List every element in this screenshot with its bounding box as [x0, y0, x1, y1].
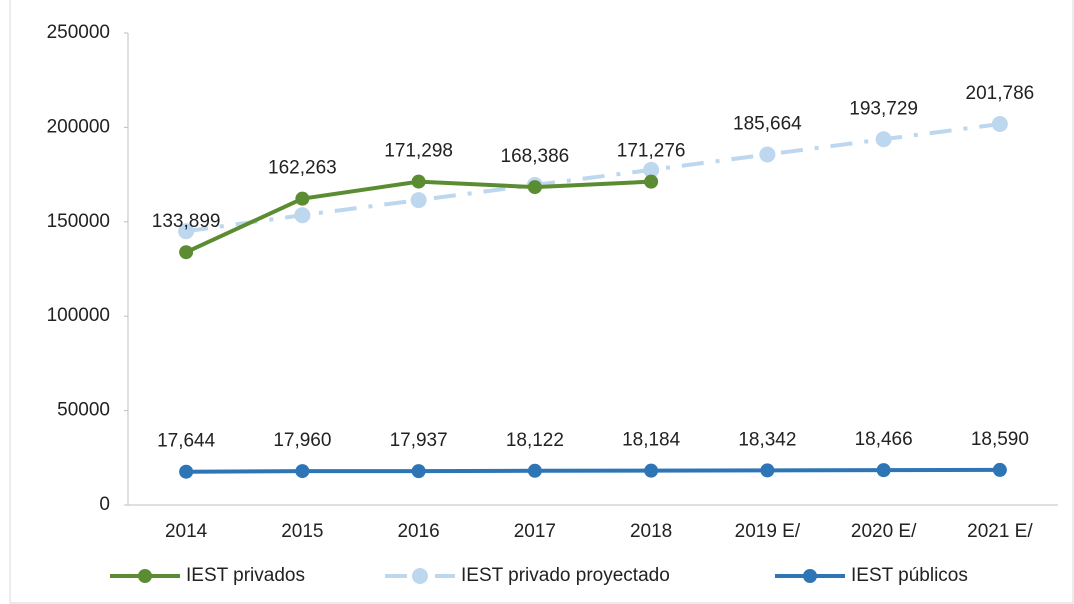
data-label: 18,466	[855, 429, 913, 450]
x-tick-label: 2015	[281, 521, 323, 542]
point	[411, 174, 426, 189]
point	[875, 131, 892, 148]
x-tick-label: 2018	[630, 521, 672, 542]
point	[760, 463, 775, 478]
point	[876, 463, 891, 478]
data-label: 168,386	[501, 146, 570, 167]
data-label: 193,729	[849, 98, 918, 119]
point	[411, 464, 426, 479]
data-label: 185,664	[733, 113, 802, 134]
point	[295, 464, 310, 479]
data-label: 18,342	[738, 429, 796, 450]
legend-label: IEST privados	[186, 565, 305, 586]
point	[527, 463, 542, 478]
data-label: 17,937	[390, 430, 448, 451]
point	[644, 174, 659, 189]
x-tick-label: 2014	[165, 521, 208, 542]
legend-marker	[412, 568, 428, 584]
data-label: 17,644	[157, 431, 216, 452]
x-tick-label: 2016	[397, 521, 439, 542]
point	[294, 207, 311, 224]
data-label: 171,276	[617, 141, 686, 162]
data-label: 171,298	[384, 141, 453, 162]
data-label: 162,263	[268, 158, 337, 179]
x-tick-label: 2020 E/	[851, 521, 917, 542]
point	[991, 116, 1008, 133]
data-label: 18,590	[971, 429, 1029, 450]
point	[643, 161, 660, 178]
y-tick-label: 50000	[57, 400, 110, 421]
point	[295, 191, 310, 206]
data-label: 18,184	[622, 430, 681, 451]
y-tick-label: 0	[99, 494, 110, 515]
series-line	[185, 122, 1001, 234]
x-tick-label: 2019 E/	[735, 521, 801, 542]
point	[992, 462, 1007, 477]
y-tick-label: 100000	[47, 305, 110, 326]
legend-label: IEST privado proyectado	[461, 565, 670, 586]
legend-label: IEST públicos	[851, 565, 968, 586]
point	[759, 146, 776, 163]
y-tick-label: 200000	[47, 116, 110, 137]
data-label: 17,960	[273, 430, 331, 451]
data-label: 133,899	[152, 211, 221, 232]
point	[644, 463, 659, 478]
point	[179, 464, 194, 479]
legend-marker	[138, 569, 152, 583]
point	[410, 192, 427, 209]
y-tick-label: 150000	[47, 211, 110, 232]
legend-marker	[803, 569, 817, 583]
y-tick-label: 250000	[47, 22, 110, 43]
x-tick-label: 2021 E/	[967, 521, 1033, 542]
data-label: 201,786	[966, 83, 1035, 104]
x-tick-label: 2017	[514, 521, 556, 542]
series-line	[186, 467, 1000, 474]
chart-border	[9, 0, 1074, 604]
point	[179, 245, 194, 260]
point	[178, 223, 195, 240]
data-label: 18,122	[506, 430, 564, 451]
point	[527, 180, 542, 195]
